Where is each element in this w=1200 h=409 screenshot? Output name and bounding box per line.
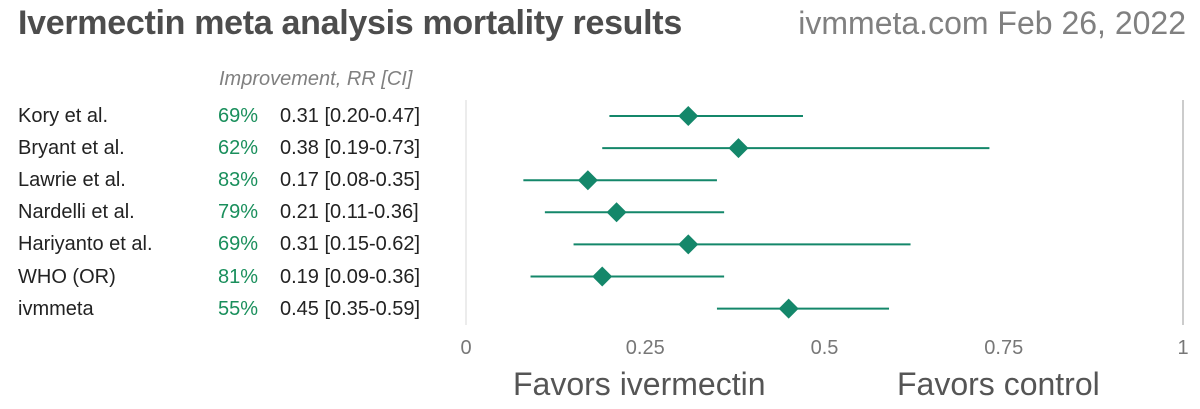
x-tick-label: 1 <box>1177 337 1188 359</box>
favors-control-label: Favors control <box>897 366 1100 403</box>
x-tick-label: 0 <box>460 337 471 359</box>
estimate-marker <box>607 202 627 222</box>
estimate-marker <box>678 234 698 254</box>
x-tick-label: 0.25 <box>626 337 665 359</box>
estimate-marker <box>592 267 612 287</box>
estimate-marker <box>578 170 598 190</box>
estimate-marker <box>779 299 799 319</box>
estimate-marker <box>728 138 748 158</box>
favors-ivermectin-label: Favors ivermectin <box>513 366 766 403</box>
forest-plot: 00.250.50.7511.251.51.752+ <box>0 0 1200 409</box>
x-tick-label: 0.5 <box>811 337 839 359</box>
estimate-marker <box>678 106 698 126</box>
x-tick-label: 0.75 <box>984 337 1023 359</box>
